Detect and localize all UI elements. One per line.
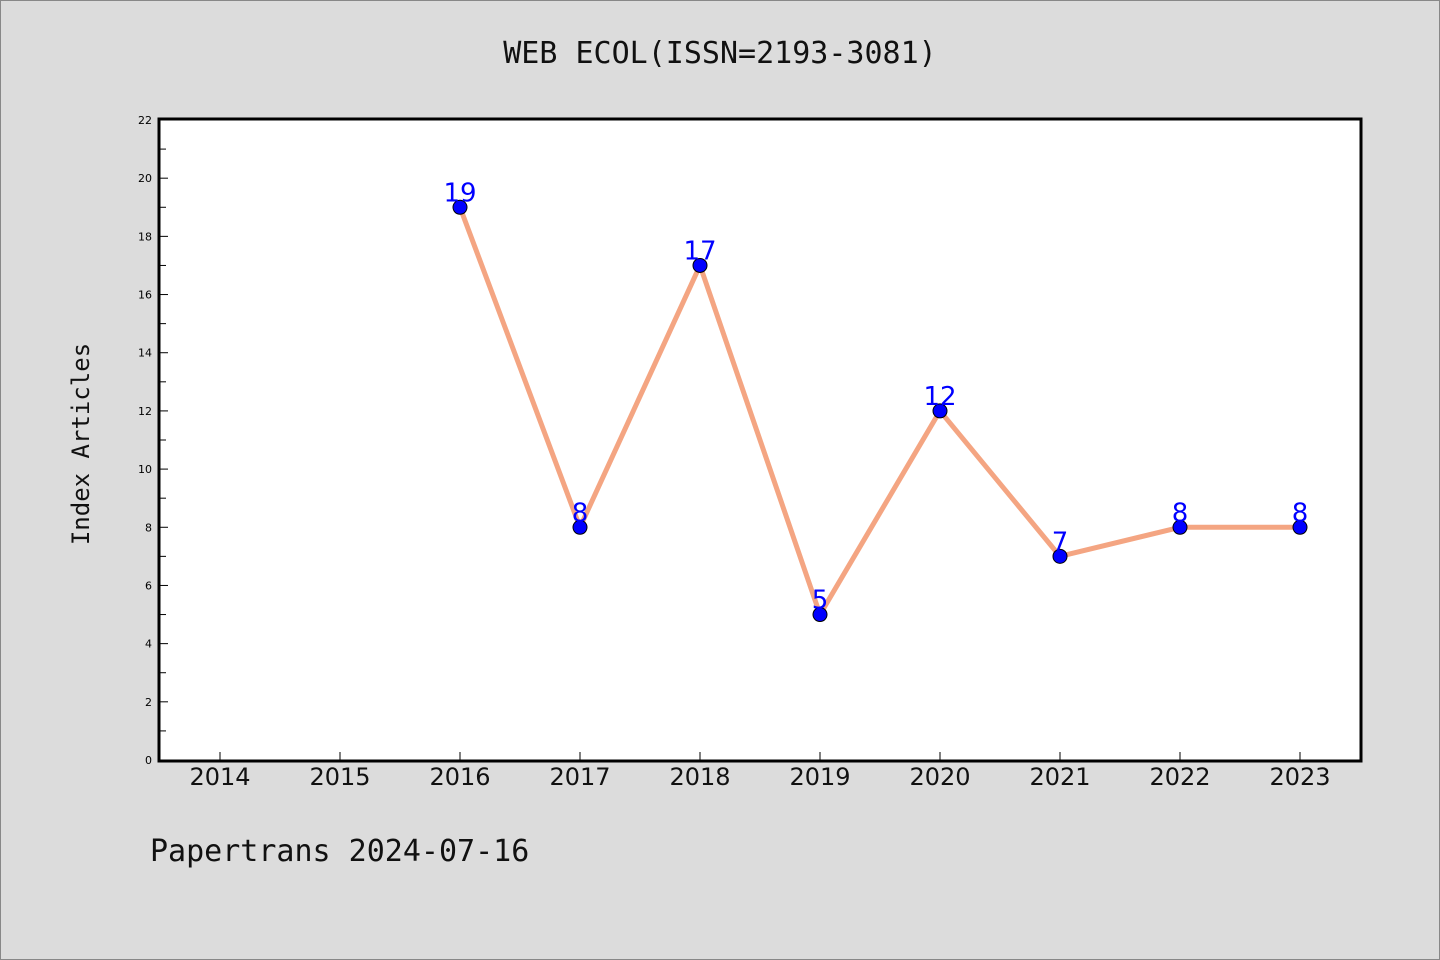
data-point — [1172, 519, 1188, 535]
series-line — [457, 204, 1303, 618]
x-tick-label: 2021 — [1029, 763, 1090, 791]
x-tick-label: 2019 — [789, 763, 850, 791]
data-label: 8 — [572, 498, 589, 528]
data-point — [1292, 519, 1308, 535]
y-axis: 0 2 4 6 8 10 12 14 16 18 20 22 — [138, 114, 168, 767]
chart-title: WEB ECOL(ISSN=2193-3081) — [503, 36, 937, 71]
x-axis: 2014 2015 2016 2017 2018 2019 2020 2021 2022 2023 — [189, 752, 1331, 791]
y-axis-label: Index Articles — [67, 343, 95, 545]
y-tick-label: 2 — [145, 696, 152, 709]
y-tick-label: 22 — [138, 114, 152, 127]
y-tick-label: 12 — [138, 405, 152, 418]
data-label: 8 — [1292, 498, 1309, 528]
y-tick-label: 0 — [145, 754, 152, 767]
x-tick-label: 2014 — [189, 763, 250, 791]
data-label: 17 — [683, 236, 716, 266]
y-tick-label: 14 — [138, 347, 152, 360]
y-tick-label: 16 — [138, 289, 152, 302]
y-tick-label: 4 — [145, 638, 152, 651]
footer-caption: Papertrans 2024-07-16 — [150, 834, 530, 869]
x-tick-label: 2017 — [549, 763, 610, 791]
data-point — [572, 519, 588, 535]
x-tick-label: 2023 — [1269, 763, 1330, 791]
y-tick-label: 18 — [138, 230, 152, 243]
x-tick-label: 2016 — [429, 763, 490, 791]
x-tick-label: 2022 — [1149, 763, 1210, 791]
x-tick-label: 2020 — [909, 763, 970, 791]
data-label: 8 — [1172, 498, 1189, 528]
x-tick-label: 2018 — [669, 763, 730, 791]
data-point — [452, 199, 468, 215]
data-label: 12 — [923, 382, 956, 412]
y-tick-label: 10 — [138, 463, 152, 476]
data-point — [932, 403, 948, 419]
x-tick-label: 2015 — [309, 763, 370, 791]
data-label: 7 — [1052, 527, 1069, 557]
y-tick-label: 8 — [145, 521, 152, 534]
data-label: 5 — [812, 586, 829, 616]
series-layer: 19 8 17 5 12 7 8 8 — [443, 178, 1309, 623]
data-point — [812, 607, 828, 623]
y-tick-label: 6 — [145, 579, 152, 592]
data-point — [1052, 548, 1068, 564]
data-label: 19 — [443, 178, 476, 208]
data-point — [692, 257, 708, 273]
y-tick-label: 20 — [138, 172, 152, 185]
